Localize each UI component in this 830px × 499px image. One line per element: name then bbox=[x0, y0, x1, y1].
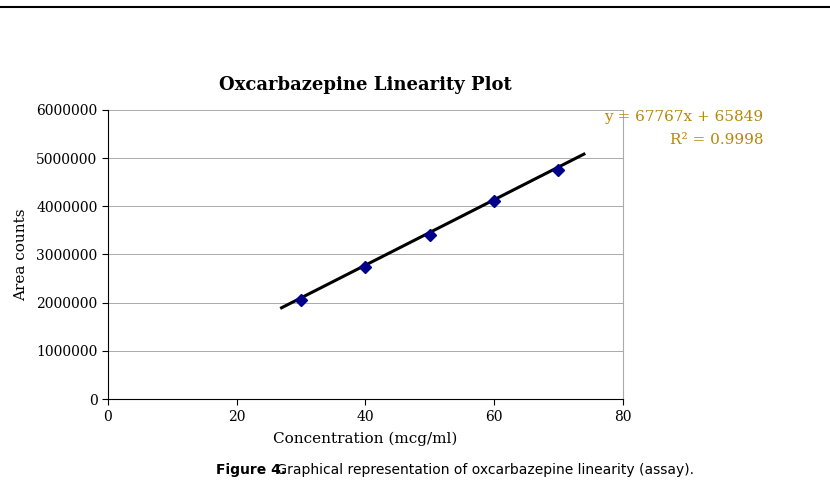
Title: Oxcarbazepine Linearity Plot: Oxcarbazepine Linearity Plot bbox=[219, 76, 511, 94]
X-axis label: Concentration (mcg/ml): Concentration (mcg/ml) bbox=[273, 432, 457, 446]
Y-axis label: Area counts: Area counts bbox=[14, 208, 27, 301]
Text: Graphical representation of oxcarbazepine linearity (assay).: Graphical representation of oxcarbazepin… bbox=[272, 463, 694, 477]
Text: y = 67767x + 65849
R² = 0.9998: y = 67767x + 65849 R² = 0.9998 bbox=[604, 110, 764, 147]
Text: Figure 4.: Figure 4. bbox=[216, 463, 286, 477]
